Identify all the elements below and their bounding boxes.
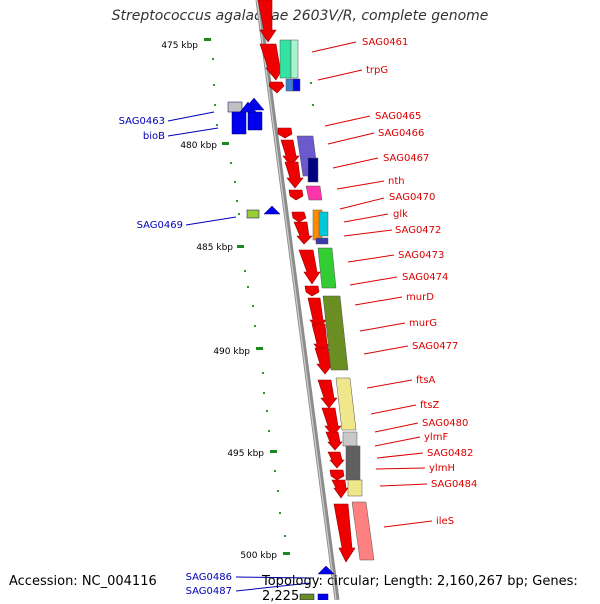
- label-sag0480[interactable]: SAG0480: [422, 418, 468, 429]
- scale-label-480: 480 kbp: [180, 141, 217, 151]
- gene-ftsz[interactable]: [321, 407, 342, 437]
- label-ftsz[interactable]: ftsZ: [420, 400, 439, 411]
- gene-sag0469-box[interactable]: [246, 209, 260, 219]
- reverse-leaders: [167, 111, 315, 592]
- label-sag0463[interactable]: SAG0463: [119, 116, 165, 127]
- label-sag0461[interactable]: SAG0461: [362, 37, 408, 48]
- gene-sag0487[interactable]: [317, 593, 329, 600]
- label-murd[interactable]: murD: [406, 292, 434, 303]
- gene-sag0461-b[interactable]: [259, 43, 284, 81]
- label-sag0467[interactable]: SAG0467: [383, 153, 429, 164]
- scale-label-500: 500 kbp: [240, 551, 277, 561]
- gene-sag0463-box[interactable]: [227, 101, 243, 113]
- map-title: Streptococcus agalactiae 2603V/R, comple…: [111, 8, 489, 24]
- label-sag0465[interactable]: SAG0465: [375, 111, 421, 122]
- label-glk[interactable]: glk: [393, 209, 408, 220]
- label-sag0466[interactable]: SAG0466: [378, 128, 424, 139]
- gene-trpg[interactable]: [268, 81, 285, 94]
- accession-text: Accession: NC_004116: [9, 574, 157, 589]
- label-sag0474[interactable]: SAG0474: [402, 272, 448, 283]
- label-sag0473[interactable]: SAG0473: [398, 250, 444, 261]
- gene-sag0469[interactable]: [263, 205, 281, 215]
- gene-sag0487-box[interactable]: [299, 593, 315, 600]
- gene-sag0486[interactable]: [317, 565, 335, 575]
- gene-ylmf[interactable]: [327, 451, 345, 469]
- scale-label-475: 475 kbp: [161, 41, 198, 51]
- gene-sag0466[interactable]: [280, 139, 300, 167]
- gene-sag0463-head[interactable]: [239, 101, 257, 113]
- scale-tick: [270, 450, 277, 453]
- gene-sag0465[interactable]: [277, 127, 293, 139]
- gene-sag0477[interactable]: [314, 347, 334, 375]
- gene-sag0461[interactable]: [257, 0, 277, 43]
- label-murg[interactable]: murG: [409, 318, 437, 329]
- label-sag0477[interactable]: SAG0477: [412, 341, 458, 352]
- gene-sag0482[interactable]: [329, 469, 345, 481]
- label-trpg[interactable]: trpG: [366, 65, 388, 76]
- scale-ticks: 475 kbp 480 kbp 485 kbp 490 kbp 495 kbp …: [161, 38, 290, 561]
- forward-gene-labels: SAG0461 trpG SAG0465 SAG0466 SAG0467 nth…: [362, 37, 477, 527]
- scale-tick: [283, 552, 290, 555]
- scale-dots: [212, 58, 314, 537]
- gene-nth[interactable]: [288, 189, 304, 201]
- gene-glk[interactable]: [293, 221, 313, 245]
- label-ylmh[interactable]: ylmH: [429, 463, 455, 474]
- label-iles[interactable]: ileS: [436, 516, 454, 527]
- label-sag0472[interactable]: SAG0472: [395, 225, 441, 236]
- scale-tick: [256, 347, 263, 350]
- gene-sag0470[interactable]: [291, 211, 307, 223]
- label-sag0482[interactable]: SAG0482: [427, 448, 473, 459]
- label-ftsa[interactable]: ftsA: [416, 375, 435, 386]
- gene-sag0480[interactable]: [325, 431, 343, 451]
- gene-ilesgene[interactable]: [333, 503, 356, 563]
- reverse-genes: [227, 97, 335, 600]
- reverse-gene-labels: SAG0463 bioB SAG0469 SAG0486 SAG0487: [119, 116, 232, 597]
- scale-label-485: 485 kbp: [196, 243, 233, 253]
- gene-ftsa[interactable]: [317, 379, 338, 409]
- scale-tick: [204, 38, 211, 41]
- gene-biob[interactable]: [247, 111, 263, 131]
- label-sag0484[interactable]: SAG0484: [431, 479, 477, 490]
- forward-leaders: [311, 41, 433, 528]
- gene-sag0472[interactable]: [298, 249, 321, 285]
- forward-cog-boxes: [279, 39, 375, 561]
- gene-sag0467[interactable]: [284, 161, 304, 189]
- gene-ylmh[interactable]: [331, 479, 349, 499]
- genome-backbone: [255, 0, 340, 600]
- label-nth[interactable]: nth: [388, 176, 405, 187]
- forward-genes: [257, 0, 356, 563]
- label-biob[interactable]: bioB: [143, 131, 165, 142]
- label-sag0486[interactable]: SAG0486: [186, 572, 232, 583]
- label-sag0470[interactable]: SAG0470: [389, 192, 435, 203]
- label-sag0487[interactable]: SAG0487: [186, 586, 232, 597]
- gene-sag0473[interactable]: [304, 285, 320, 297]
- label-ylmf[interactable]: ylmF: [424, 432, 448, 443]
- scale-label-490: 490 kbp: [213, 347, 250, 357]
- gene-sag0463[interactable]: [231, 111, 247, 135]
- scale-tick: [237, 245, 244, 248]
- label-sag0469[interactable]: SAG0469: [137, 220, 183, 231]
- scale-label-495: 495 kbp: [227, 449, 264, 459]
- scale-tick: [222, 142, 229, 145]
